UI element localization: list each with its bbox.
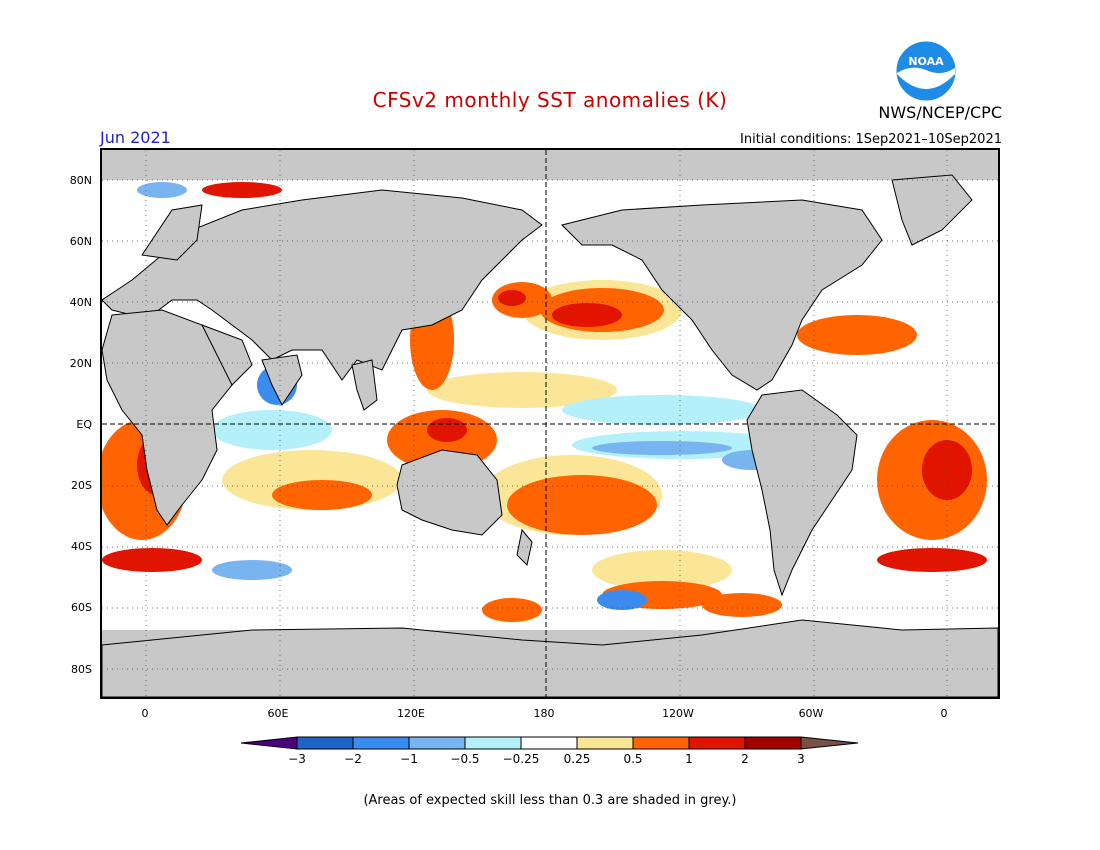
lon-label: 60W [798,707,824,720]
lon-label: 120E [397,707,425,720]
lat-label: 80S [71,663,92,676]
colorbar-label: −1 [400,752,418,766]
chart-title: CFSv2 monthly SST anomalies (K) [372,88,728,112]
noaa-logo: NOAA [895,40,957,102]
forecast-month: Jun 2021 [100,128,171,147]
lon-label: 120W [662,707,694,720]
colorbar-swatch [688,736,746,750]
lat-label: 40S [71,540,92,553]
lat-label: 80N [69,174,92,187]
skill-footnote: (Areas of expected skill less than 0.3 a… [363,793,737,808]
colorbar-label: 0.5 [623,752,643,766]
lat-label: EQ [76,418,92,431]
agency-label: NWS/NCEP/CPC [878,103,1002,122]
reference-lines [102,150,998,697]
lat-label: 40N [69,296,92,309]
anomaly-patches [102,182,987,622]
colorbar-label: 3 [797,752,805,766]
lat-label: 60N [69,235,92,248]
sst-anomaly-map [100,148,1000,699]
colorbar-swatch [744,736,802,750]
lon-label: 0 [940,707,948,720]
colorbar-swatch [576,736,634,750]
lat-label: 20S [71,479,92,492]
colorbar-swatch [632,736,690,750]
colorbar-swatch [296,736,354,750]
colorbar-swatch [240,736,298,750]
colorbar-label: −2 [344,752,362,766]
logo-text: NOAA [908,55,944,68]
lon-label: 0 [141,707,149,720]
lat-label: 60S [71,601,92,614]
lon-label: 60E [267,707,289,720]
colorbar-label: −3 [288,752,306,766]
colorbar-swatch [800,736,859,750]
initial-conditions: Initial conditions: 1Sep2021–10Sep2021 [740,132,1002,147]
colorbar-swatch [520,736,578,750]
colorbar-swatches [240,736,859,750]
lon-label: 180 [533,707,555,720]
colorbar-swatch [408,736,466,750]
colorbar-label: 1 [685,752,693,766]
colorbar-label: −0.25 [502,752,540,766]
map-canvas [102,150,998,697]
colorbar-label: 2 [741,752,749,766]
continents [102,174,998,697]
colorbar-swatch [352,736,410,750]
colorbar-swatch [464,736,522,750]
colorbar-label: 0.25 [563,752,591,766]
lat-label: 20N [69,357,92,370]
colorbar [240,734,860,756]
colorbar-label: −0.5 [450,752,480,766]
